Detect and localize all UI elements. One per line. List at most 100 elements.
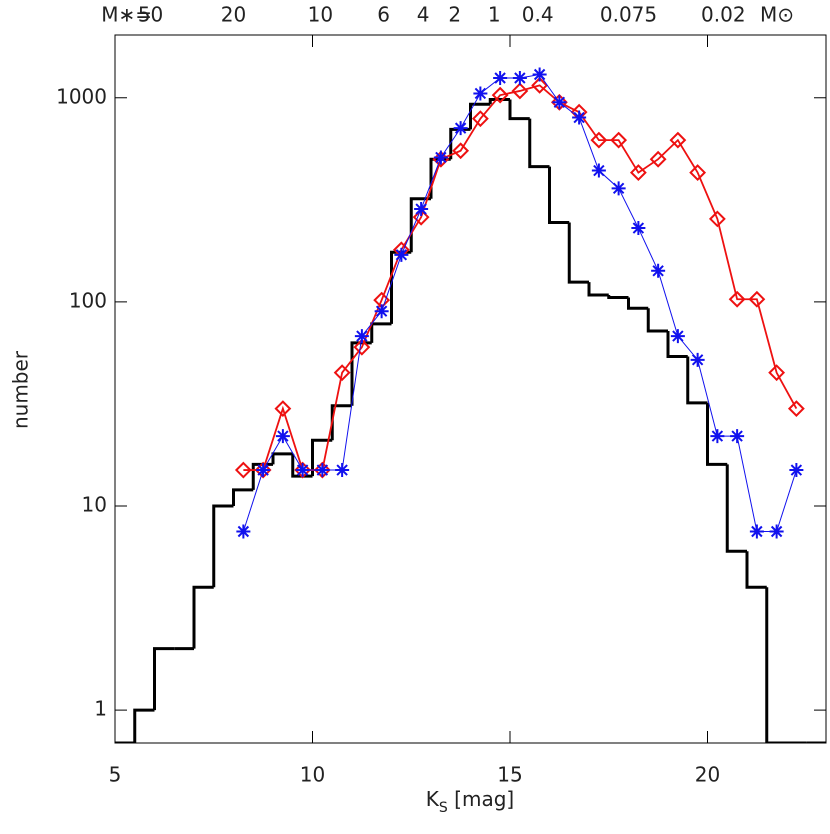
- y-axis-label: number: [9, 350, 33, 429]
- x-axis-label: KS [mag]: [426, 787, 514, 817]
- marker: [651, 263, 666, 278]
- top-tick-label: 1: [488, 3, 501, 27]
- histogram-step: [153, 647, 175, 711]
- y-tick-label: 100: [69, 288, 107, 312]
- top-tick-label: 0.075: [600, 3, 657, 27]
- series-line: [243, 84, 798, 471]
- marker: [234, 461, 252, 479]
- top-tick-label: 0.02: [701, 3, 746, 27]
- marker: [789, 463, 804, 478]
- histogram-step: [627, 297, 649, 310]
- marker: [274, 400, 292, 418]
- histogram-step: [390, 250, 412, 324]
- top-tick-label: 4: [417, 3, 430, 27]
- marker: [590, 131, 608, 149]
- top-tick-label: 50: [138, 3, 163, 27]
- histogram-step: [587, 282, 609, 297]
- histogram-step: [370, 322, 392, 343]
- marker: [572, 110, 587, 125]
- marker: [412, 208, 430, 226]
- histogram-step: [646, 308, 668, 333]
- histogram-step: [192, 585, 214, 649]
- marker: [629, 164, 647, 181]
- marker: [294, 461, 312, 479]
- x-label-sub: S: [439, 800, 448, 816]
- marker: [313, 461, 331, 479]
- histogram-step: [271, 452, 293, 465]
- marker: [335, 463, 350, 478]
- marker: [631, 221, 646, 236]
- histogram-step: [469, 102, 491, 130]
- top-tick-label: 0.4: [522, 3, 554, 27]
- histogram-step: [350, 341, 372, 406]
- marker: [295, 463, 310, 478]
- marker: [254, 461, 272, 479]
- marker: [394, 247, 409, 262]
- marker: [512, 70, 527, 85]
- histogram-step: [666, 330, 688, 359]
- marker: [690, 352, 705, 367]
- marker: [452, 142, 470, 160]
- x-label-main: K: [426, 787, 440, 811]
- marker: [414, 202, 429, 217]
- x-tick-label: 20: [695, 763, 720, 787]
- marker: [453, 121, 468, 136]
- histogram-step: [607, 295, 629, 300]
- histogram-step: [508, 99, 530, 121]
- marker: [769, 524, 784, 539]
- histogram-step: [528, 118, 550, 169]
- marker: [730, 429, 745, 444]
- histogram-step: [725, 464, 747, 553]
- marker: [433, 150, 448, 165]
- histogram-step: [330, 404, 352, 441]
- marker: [768, 364, 786, 382]
- marker: [552, 95, 567, 110]
- marker: [710, 429, 725, 444]
- y-tick-label: 1000: [56, 84, 107, 108]
- marker: [611, 181, 626, 196]
- marker: [689, 164, 707, 181]
- marker: [236, 524, 251, 539]
- marker: [649, 150, 667, 168]
- marker: [315, 463, 330, 478]
- top-axis-suffix: M⊙: [760, 3, 794, 27]
- marker: [708, 210, 726, 228]
- top-tick-label: 6: [377, 3, 390, 27]
- y-tick-label: 1: [94, 697, 107, 721]
- histogram-step: [133, 708, 155, 743]
- marker: [471, 110, 489, 128]
- marker: [275, 429, 290, 444]
- histogram-step: [548, 166, 570, 224]
- marker: [354, 329, 369, 344]
- x-label-rest: [mag]: [448, 787, 514, 811]
- top-axis-prefix: M∗=: [101, 3, 152, 27]
- marker: [749, 524, 764, 539]
- histogram-step: [449, 127, 471, 160]
- marker: [591, 163, 606, 178]
- marker: [748, 290, 766, 308]
- y-tick-label: 10: [82, 492, 107, 516]
- marker: [532, 67, 547, 82]
- top-tick-label: 20: [221, 3, 246, 27]
- marker: [493, 70, 508, 85]
- marker: [491, 86, 509, 104]
- marker: [473, 86, 488, 101]
- histogram-step: [212, 504, 234, 588]
- marker: [256, 463, 271, 478]
- marker: [511, 82, 529, 100]
- histogram-step: [232, 488, 254, 506]
- histogram-step: [686, 356, 708, 405]
- plot-area: [115, 67, 826, 743]
- marker: [670, 329, 685, 344]
- histogram-step: [706, 402, 728, 466]
- top-tick-label: 2: [448, 3, 461, 27]
- histogram-step: [311, 438, 333, 477]
- histogram-step: [745, 551, 767, 589]
- histogram-step: [567, 222, 589, 284]
- plot-frame: [114, 34, 827, 744]
- marker: [787, 400, 805, 418]
- marker: [610, 131, 628, 149]
- top-tick-label: 10: [308, 3, 333, 27]
- marker: [728, 290, 746, 308]
